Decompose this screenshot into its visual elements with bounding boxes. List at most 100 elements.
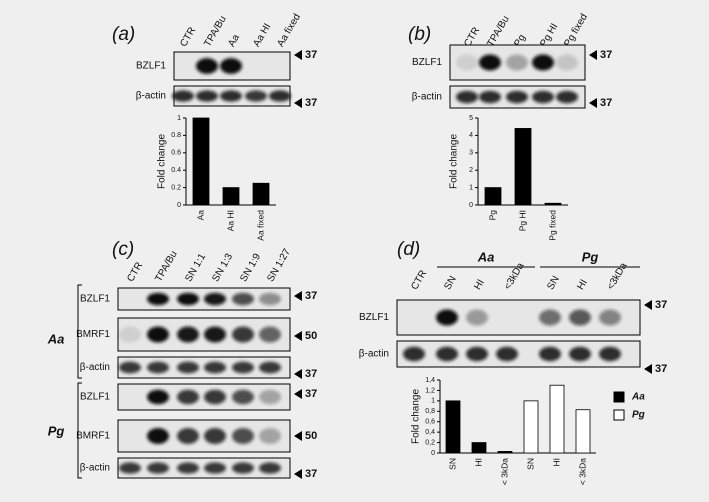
lane-label: CTR [409, 269, 429, 292]
band [456, 90, 478, 104]
row-label: β-actin [412, 92, 442, 103]
bar [497, 451, 513, 454]
legend-swatch [613, 391, 625, 403]
x-tick-label: HI [551, 458, 561, 467]
band [556, 54, 578, 71]
band [245, 90, 267, 102]
panel-label: (d) [397, 239, 420, 260]
band [403, 346, 425, 362]
y-tick-label: 0 [431, 450, 435, 457]
x-tick-label: Pg fixed [547, 210, 557, 241]
x-tick-label: SN [447, 458, 457, 470]
y-tick-label: 0.8 [171, 132, 181, 139]
lane-label: SN [545, 274, 561, 292]
band [119, 361, 141, 374]
row-label: BZLF1 [359, 312, 389, 323]
x-tick-label: < 3kDa [577, 458, 587, 485]
band [232, 462, 254, 474]
bar [252, 182, 270, 206]
band [532, 54, 554, 71]
band [556, 90, 578, 104]
x-tick-label: Aa fixed [255, 210, 265, 241]
band [196, 58, 218, 74]
lane-label: Aa HI [251, 22, 273, 49]
row-label: BZLF1 [80, 392, 110, 403]
band [220, 90, 242, 102]
band [147, 326, 169, 343]
y-axis-label: Fold change [449, 134, 460, 189]
band [436, 346, 458, 362]
band [456, 54, 478, 71]
lane-label: TPA/Bu [153, 249, 179, 284]
band [232, 389, 254, 405]
lane-label: <3kDa [605, 261, 629, 292]
lane-label: TPA/Bu [202, 14, 228, 49]
band [539, 346, 561, 362]
y-tick-label: 0,8 [425, 408, 435, 415]
y-tick-label: 0,6 [425, 419, 435, 426]
bar [544, 202, 562, 206]
y-tick-label: 1 [177, 115, 181, 122]
group-label: Pg [48, 423, 65, 438]
x-tick-label: Aa [195, 210, 205, 221]
marker-arrow [589, 50, 597, 60]
band [204, 326, 226, 343]
y-tick-label: 0.4 [171, 167, 181, 174]
band [177, 361, 199, 374]
band [172, 90, 194, 102]
lane-label: CTR [178, 26, 198, 49]
group-label: Aa [477, 249, 495, 264]
panel-label: (b) [408, 24, 431, 45]
lane-label: TPA/Bu [485, 14, 511, 49]
row-label: BMRF1 [76, 431, 110, 442]
group-label: Pg [582, 249, 599, 264]
lane-label: SN 1:3 [210, 251, 235, 283]
y-tick-label: 0,4 [425, 429, 435, 436]
lane-label: HI [472, 278, 487, 292]
band [196, 90, 218, 102]
y-tick-label: 5 [469, 115, 473, 122]
band [147, 428, 169, 444]
panel-label: (c) [112, 239, 134, 260]
marker-label: 37 [655, 363, 667, 375]
band [539, 309, 561, 326]
band [177, 292, 199, 306]
row-label: BZLF1 [136, 61, 166, 72]
band [479, 90, 501, 104]
bracket [77, 284, 82, 379]
lane-label: CTR [125, 261, 145, 284]
band [532, 90, 554, 104]
band [177, 428, 199, 444]
band [147, 292, 169, 306]
marker-label: 37 [305, 97, 317, 109]
lane-label: SN [442, 274, 458, 292]
marker-arrow [644, 300, 652, 310]
marker-label: 50 [305, 330, 317, 342]
bar [484, 187, 502, 206]
y-tick-label: 0,2 [425, 439, 435, 446]
band [436, 309, 458, 326]
band [259, 326, 281, 343]
bar [192, 117, 210, 206]
y-axis-label: Fold change [157, 134, 168, 189]
marker-arrow [294, 369, 302, 379]
y-tick-label: 2 [469, 167, 473, 174]
y-tick-label: 3 [469, 150, 473, 157]
panel-label: (a) [112, 24, 135, 45]
band [177, 462, 199, 474]
band [569, 346, 591, 362]
bar [514, 128, 532, 206]
x-tick-label: Pg [487, 210, 497, 221]
band [232, 292, 254, 306]
band [269, 90, 291, 102]
bar [575, 409, 591, 454]
x-tick-label: < 3kDa [499, 458, 509, 485]
lane-label: SN 1:9 [238, 251, 263, 283]
band [259, 292, 281, 306]
group-label: Aa [47, 331, 65, 346]
lane-label: Aa fixed [275, 12, 303, 49]
marker-arrow [294, 291, 302, 301]
band [204, 389, 226, 405]
band [466, 309, 488, 326]
